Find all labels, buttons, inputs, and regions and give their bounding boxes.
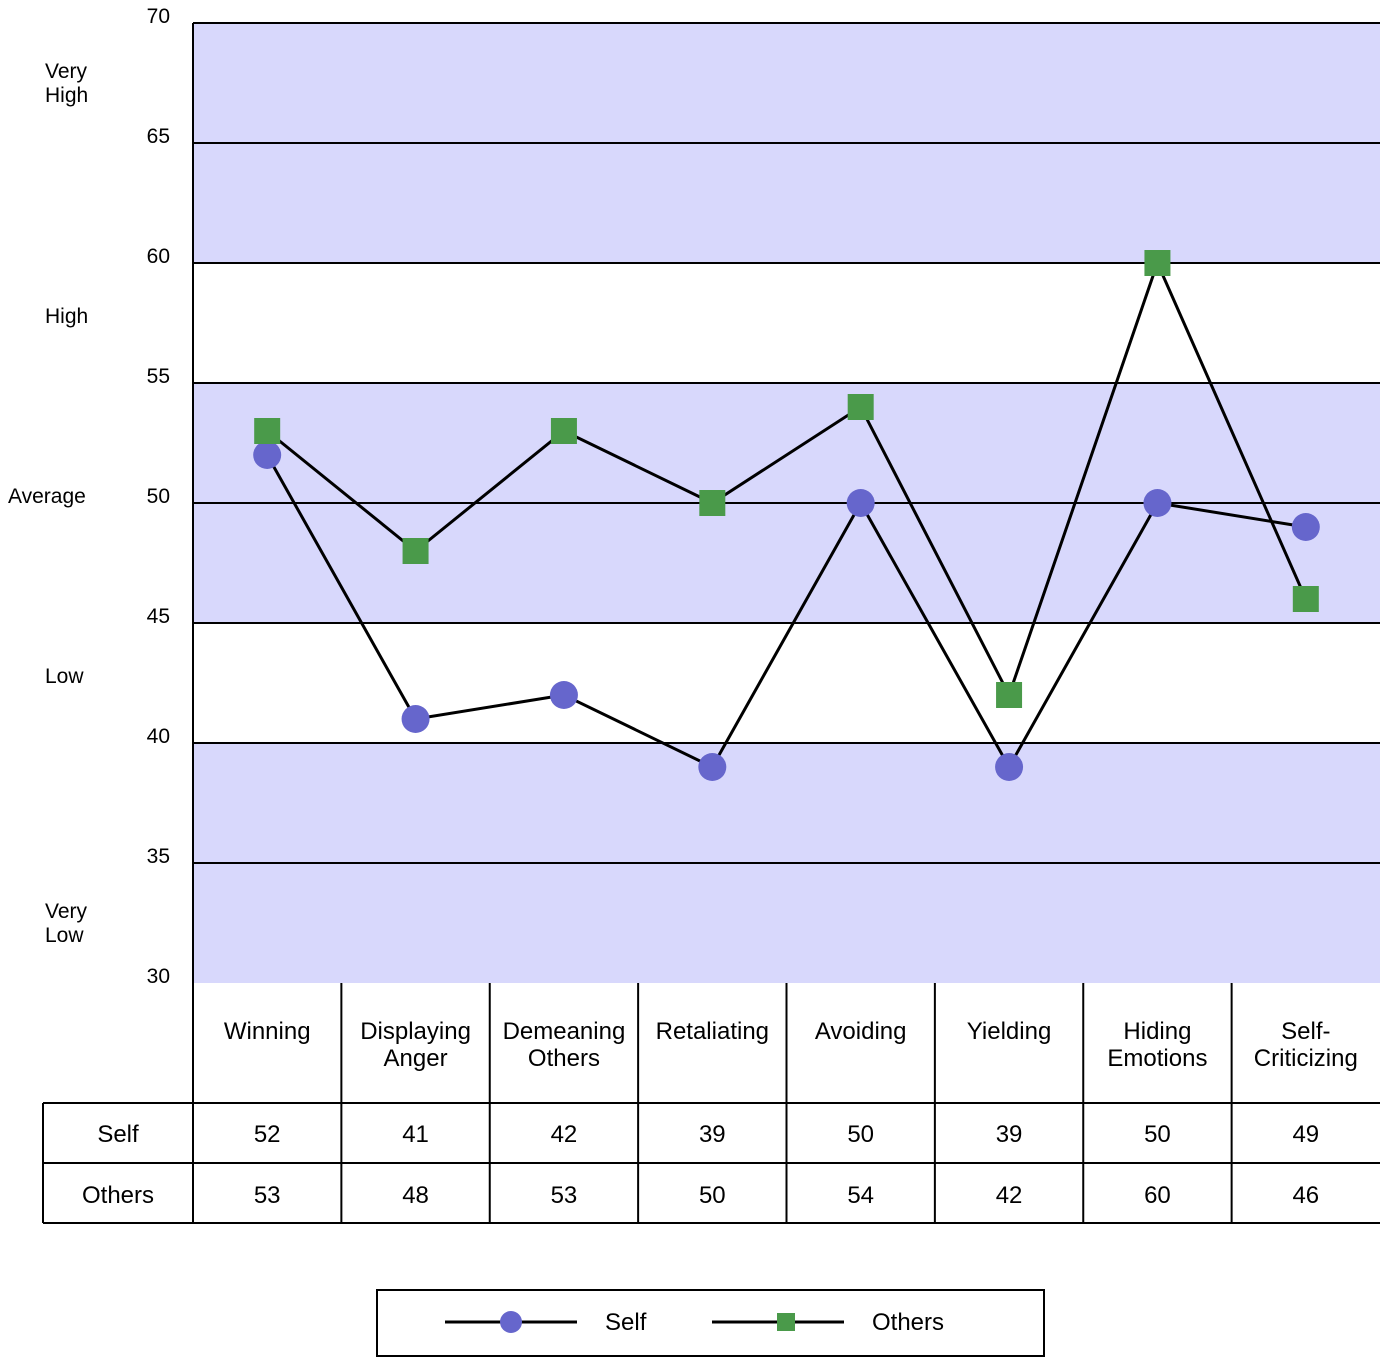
table-cell-value: 54: [847, 1182, 874, 1209]
gridlines: [192, 22, 1380, 983]
band-label-1: Average: [8, 485, 86, 508]
legend-label-self: Self: [605, 1309, 647, 1336]
series-line-others: [266, 258, 1308, 699]
point-self: [995, 753, 1024, 781]
legend-marker-self: [500, 1311, 522, 1333]
band-label-4: Low: [45, 665, 84, 688]
table-cell-value: 50: [699, 1182, 726, 1209]
table-cell-value: 42: [551, 1121, 578, 1148]
point-self: [401, 705, 430, 733]
category-label: Yielding: [967, 1018, 1052, 1045]
category-label: Avoiding: [815, 1018, 907, 1045]
point-others: [1144, 250, 1171, 276]
point-others: [402, 538, 429, 564]
legend: Self Others: [376, 1289, 1045, 1357]
band-4: [193, 623, 1380, 743]
series-lines: [265, 258, 1308, 771]
table-cell-value: 52: [254, 1121, 281, 1148]
y-tick-label: 55: [147, 365, 170, 388]
series-markers: [253, 250, 1320, 781]
y-tick-label: 50: [147, 485, 170, 508]
point-self: [1291, 513, 1320, 541]
point-self: [1143, 489, 1172, 517]
table-cell-value: 50: [1144, 1121, 1171, 1148]
y-tick-label: 70: [147, 5, 170, 28]
legend-marker-others: [777, 1313, 795, 1331]
y-tick-label: 35: [147, 845, 170, 868]
y-tick-label: 60: [147, 245, 170, 268]
band-label-3: High: [45, 305, 88, 328]
y-axis: 70 65 60 55 50 45 40 35 30: [147, 5, 170, 988]
point-self: [698, 753, 727, 781]
point-others: [996, 682, 1023, 708]
legend-label-others: Others: [872, 1309, 944, 1336]
table-cell-value: 41: [402, 1121, 429, 1148]
category-label: Demeaning Others: [503, 1018, 626, 1072]
category-label: Self-Criticizing: [1254, 1018, 1358, 1072]
band-3: [193, 263, 1380, 383]
band-labels: Very High Average Very Low High Low: [8, 60, 88, 947]
y-tick-label: 30: [147, 965, 170, 988]
point-others: [550, 418, 577, 444]
table-cell-value: 48: [402, 1182, 429, 1209]
data-table: Winning Displaying Anger Demeaning Others Ret…: [42, 983, 1380, 1224]
series-line-self: [265, 454, 1307, 771]
point-others: [254, 418, 281, 444]
band-label-0: Very High: [45, 60, 88, 107]
table-cell-value: 53: [551, 1182, 578, 1209]
point-self: [253, 441, 282, 469]
category-label: Retaliating: [656, 1018, 769, 1045]
table-cell-value: 42: [996, 1182, 1023, 1209]
table-cell-value: 60: [1144, 1182, 1171, 1209]
y-tick-label: 65: [147, 125, 170, 148]
category-label: Hiding Emotions: [1107, 1018, 1207, 1072]
y-tick-label: 40: [147, 725, 170, 748]
category-label: Displaying Anger: [360, 1018, 471, 1072]
table-row-label: Others: [82, 1182, 154, 1209]
table-row-label: Self: [97, 1121, 139, 1148]
point-others: [1292, 586, 1319, 612]
band-label-2: Very Low: [45, 900, 88, 947]
table-cell-value: 50: [847, 1121, 874, 1148]
table-cell-value: 39: [996, 1121, 1023, 1148]
table-cell-value: 39: [699, 1121, 726, 1148]
table-cell-value: 46: [1292, 1182, 1319, 1209]
table-cell-value: 53: [254, 1182, 281, 1209]
point-others: [847, 394, 874, 420]
y-tick-label: 45: [147, 605, 170, 628]
category-label: Winning: [224, 1018, 311, 1045]
point-self: [549, 681, 578, 709]
table-cell-value: 49: [1292, 1121, 1319, 1148]
point-self: [846, 489, 875, 517]
point-others: [699, 490, 726, 516]
